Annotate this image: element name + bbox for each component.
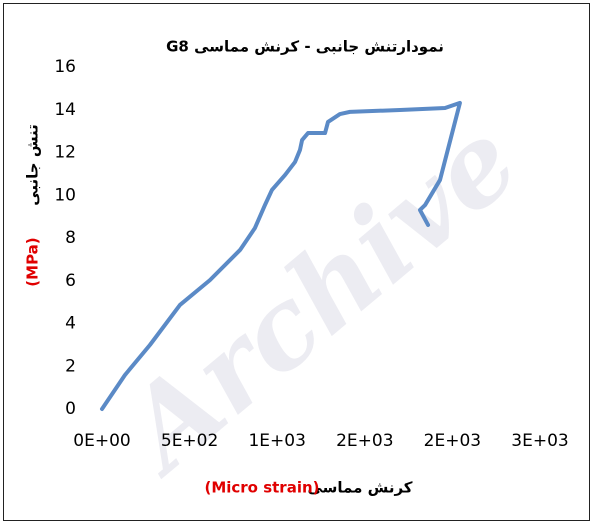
x-tick-label: 3E+03 — [511, 431, 568, 451]
x-axis-label: کرنش مماسی — [307, 479, 412, 497]
y-axis-label: تنش جانبی — [24, 124, 42, 206]
y-tick-label: 8 — [65, 228, 76, 248]
y-tick-label: 12 — [54, 143, 76, 163]
y-tick-label: 6 — [65, 271, 76, 291]
data-line — [100, 100, 462, 411]
y-tick-label: 2 — [65, 356, 76, 376]
chart-border — [3, 3, 590, 521]
x-tick-label: 5E+02 — [161, 431, 218, 451]
y-tick-label: 10 — [54, 185, 76, 205]
x-tick-label: 1E+03 — [248, 431, 305, 451]
y-axis-unit: (MPa) — [24, 237, 42, 286]
x-axis-unit: (Micro strain) — [204, 479, 319, 497]
y-tick-label: 4 — [65, 314, 76, 334]
x-tick-label: 2E+03 — [336, 431, 393, 451]
chart-title: نمودارتنش جانبی - کرنش مماسی G8 — [166, 38, 444, 56]
y-tick-label: 14 — [54, 100, 76, 120]
y-tick-label: 16 — [54, 57, 76, 77]
y-tick-label: 0 — [65, 399, 76, 419]
x-tick-label: 0E+00 — [73, 431, 130, 451]
x-tick-label: 2E+03 — [424, 431, 481, 451]
